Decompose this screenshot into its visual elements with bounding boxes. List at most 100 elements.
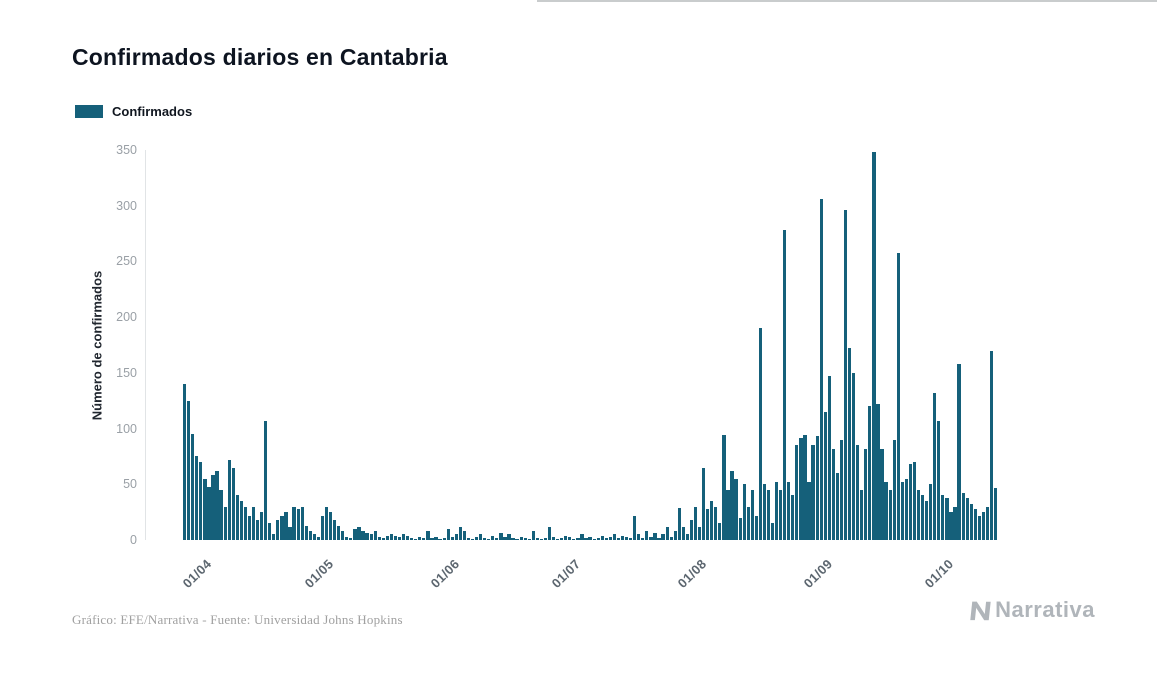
bar[interactable] [328,512,333,540]
bar[interactable] [925,501,929,540]
bar[interactable] [620,535,625,540]
bar[interactable] [418,536,422,540]
bar[interactable] [304,525,308,540]
bar[interactable] [742,484,746,540]
bar[interactable] [276,519,280,540]
bar[interactable] [377,536,381,540]
bar[interactable] [576,537,580,540]
bar[interactable] [592,538,596,540]
bar[interactable] [993,487,998,540]
bar[interactable] [487,538,491,540]
bar[interactable] [803,435,807,540]
bar[interactable] [365,533,369,540]
bar[interactable] [665,526,669,540]
bar[interactable] [203,478,207,540]
bar[interactable] [900,482,904,540]
bar[interactable] [710,501,714,540]
bar[interactable] [811,445,815,540]
bar[interactable] [730,470,734,540]
bar[interactable] [523,537,527,540]
bar[interactable] [531,531,535,540]
bar[interactable] [892,439,896,540]
bar[interactable] [856,445,860,540]
bar[interactable] [410,537,414,540]
bar[interactable] [361,531,365,540]
bar[interactable] [896,252,900,540]
bar[interactable] [292,506,296,540]
bar[interactable] [774,482,779,540]
bar[interactable] [320,515,325,540]
bar[interactable] [904,478,908,540]
bar[interactable] [868,406,872,540]
bar[interactable] [766,489,771,540]
bar[interactable] [495,537,499,540]
bar[interactable] [393,535,398,540]
bar[interactable] [706,508,710,540]
bar[interactable] [884,482,888,540]
bar[interactable] [653,533,657,540]
bar[interactable] [324,506,329,540]
bar[interactable] [474,536,479,540]
bar[interactable] [827,376,831,540]
bar[interactable] [560,537,564,540]
bar[interactable] [989,350,994,540]
bar[interactable] [981,512,985,540]
bar[interactable] [973,508,977,540]
bar[interactable] [442,537,446,540]
bar[interactable] [876,404,880,540]
bar[interactable] [604,537,608,540]
bar[interactable] [195,456,199,540]
bar[interactable] [669,536,673,540]
bar[interactable] [527,538,531,540]
bar[interactable] [637,534,641,540]
bar[interactable] [454,534,458,540]
bar[interactable] [543,537,548,540]
bar[interactable] [397,536,402,540]
bar[interactable] [702,467,706,540]
bar[interactable] [888,489,892,540]
bar[interactable] [308,531,312,540]
bar[interactable] [381,537,385,540]
bar[interactable] [491,535,495,540]
bar[interactable] [235,495,239,540]
bar[interactable] [260,512,264,540]
bar[interactable] [369,534,373,540]
bar[interactable] [864,448,868,540]
bar[interactable] [438,538,442,540]
bar[interactable] [446,528,450,540]
bar[interactable] [779,489,783,540]
bar[interactable] [852,372,856,540]
bar[interactable] [819,199,823,540]
bar[interactable] [584,537,588,540]
bar[interactable] [929,484,933,540]
bar[interactable] [750,489,754,540]
bar[interactable] [762,484,767,540]
bar[interactable] [965,497,969,540]
bar[interactable] [426,531,430,540]
bar[interactable] [215,470,219,540]
bar[interactable] [450,536,454,540]
bar[interactable] [223,506,227,540]
bar[interactable] [661,534,665,540]
bar[interactable] [430,537,434,540]
bar[interactable] [823,411,827,540]
bar[interactable] [600,535,604,540]
bar[interactable] [693,506,698,540]
bar[interactable] [551,536,556,540]
bar[interactable] [547,526,552,540]
bar[interactable] [191,434,195,540]
bar[interactable] [268,523,272,540]
bar[interactable] [255,519,260,540]
bar[interactable] [568,536,572,540]
bar[interactable] [872,152,876,540]
bar[interactable] [333,519,337,540]
bar[interactable] [641,537,645,540]
bar[interactable] [539,538,544,540]
bar[interactable] [458,526,462,540]
bar[interactable] [880,448,884,540]
bar[interactable] [280,515,284,540]
bar[interactable] [758,328,762,540]
bar[interactable] [839,439,844,540]
bar[interactable] [345,536,349,540]
bar[interactable] [596,537,600,540]
